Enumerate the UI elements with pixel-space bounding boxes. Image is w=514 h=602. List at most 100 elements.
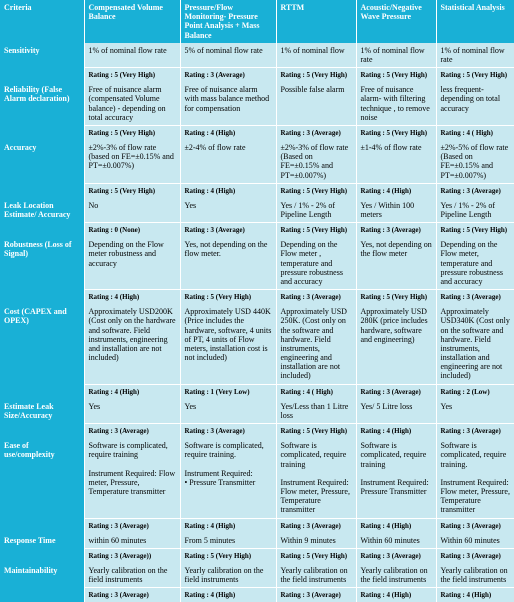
rating-cell: Rating : 0 (None) (84, 223, 180, 238)
value-cell: Approximately USD 250K. (Cost only on th… (276, 304, 356, 384)
column-header: Statistical Analysis (436, 0, 514, 43)
value-cell: Software is complicated, require trainin… (84, 438, 180, 518)
value-cell: Within 9 minutes (276, 533, 356, 549)
rating-cell: Rating : 4 ( High) (436, 125, 514, 140)
rating-cell: Rating : 4 (High) (180, 183, 276, 198)
column-header: RTTM (276, 0, 356, 43)
rating-cell: Rating : 3 (Average) (276, 588, 356, 602)
value-cell: Free of nuisance alarm with mass balance… (180, 82, 276, 125)
rating-cell: Rating : 5 (Very High) (436, 223, 514, 238)
value-cell: Approximately USD 280K (price includes h… (356, 304, 436, 384)
value-cell: 1% of nominal flow rate (84, 43, 180, 68)
rating-cell: Rating : 5 (Very High) (180, 548, 276, 563)
value-cell: Yearly calibration on the field instrume… (84, 563, 180, 588)
value-cell: Approximately USD340K (Cost only on the … (436, 304, 514, 384)
rating-cell: Rating : 5 (Very High) (276, 183, 356, 198)
value-cell: 1% of nominal flow rate (356, 43, 436, 68)
criteria-cell: Cost (CAPEX and OPEX) (0, 304, 84, 399)
value-cell: Software is complicated, require trainin… (436, 438, 514, 518)
criteria-cell: Ease of use/complexity (0, 438, 84, 533)
rating-cell: Rating : 3 (Average) (436, 183, 514, 198)
value-cell: Yes (84, 399, 180, 424)
rating-cell: Rating : 4 (High) (356, 518, 436, 533)
criteria-cell: Leak Location Estimate/ Accuracy (0, 198, 84, 237)
rating-cell: Rating : 3 (Average) (356, 223, 436, 238)
rating-cell: Rating : 4 (High) (180, 125, 276, 140)
rating-cell: Rating : 3 (Average) (84, 424, 180, 439)
rating-cell: Rating : 5 (Very High) (356, 125, 436, 140)
value-cell: ±2%-5% of flow rate (Based on FE=±0.15% … (436, 140, 514, 183)
criteria-cell: Maintainability (0, 563, 84, 602)
value-cell: Yes, not depending on the flow meter. (180, 237, 276, 289)
value-cell: 1% of nominal flow rate (436, 43, 514, 68)
rating-cell: Rating : 4 (High) (436, 588, 514, 602)
value-cell: Depending on the Flow meter robustness a… (84, 237, 180, 289)
rating-cell: Rating : 3 (Average) (436, 290, 514, 305)
value-cell: From 5 minutes (180, 533, 276, 549)
rating-cell: Rating : 4 (High) (84, 384, 180, 399)
rating-cell: Rating : 5 (Very High) (276, 223, 356, 238)
criteria-cell: Sensitivity (0, 43, 84, 82)
value-cell: Software is complicated, require trainin… (276, 438, 356, 518)
value-cell: Approximately USD200K (Cost only on the … (84, 304, 180, 384)
value-cell: ±2%-3% of flow rate (Based on FE=±0.15% … (276, 140, 356, 183)
criteria-cell: Estimate Leak Size/Accuracy (0, 399, 84, 438)
rating-cell: Rating : 3 (Average) (436, 424, 514, 439)
value-cell: Yearly calibration on the field instrume… (180, 563, 276, 588)
criteria-cell: Response Time (0, 533, 84, 563)
value-cell: Free of nuisance alarm (compensated Volu… (84, 82, 180, 125)
value-cell: Yes (436, 399, 514, 424)
value-cell: Free of nuisance alarm- with filtering t… (356, 82, 436, 125)
value-cell: Yes/ 5 Litre loss (356, 399, 436, 424)
value-cell: within 60 minutes (84, 533, 180, 549)
rating-cell: Rating : 3 (Average)) (84, 548, 180, 563)
column-header: Pressure/Flow Monitoring- Pressure Point… (180, 0, 276, 43)
value-cell: Yearly calibration on the field instrume… (356, 563, 436, 588)
rating-cell: Rating : 3 (Average) (180, 68, 276, 83)
column-header: Acoustic/Negative Wave Pressure (356, 0, 436, 43)
rating-cell: Rating : 5 (Very High) (356, 290, 436, 305)
rating-cell: Rating : 4 (High) (180, 518, 276, 533)
value-cell: Possible false alarm (276, 82, 356, 125)
rating-cell: Rating : 3 (Average) (356, 384, 436, 399)
rating-cell: Rating : 4 (High) (356, 424, 436, 439)
rating-cell: Rating : 5 (Very High) (276, 424, 356, 439)
rating-cell: Rating : 3 (Average) (436, 518, 514, 533)
value-cell: Software is complicated, require trainin… (180, 438, 276, 518)
rating-cell: Rating : 4 (High) (356, 588, 436, 602)
value-cell: Approximately USD 440K (Price includes t… (180, 304, 276, 384)
value-cell: Yes, not depending on the flow meter (356, 237, 436, 289)
rating-cell: Rating : 4 (High) (180, 588, 276, 602)
value-cell: Yes / Within 100 meters (356, 198, 436, 223)
value-cell: Yes / 1% - 2% of Pipeline Length (436, 198, 514, 223)
value-cell: ±2-4% of flow rate (180, 140, 276, 183)
rating-cell: Rating : 5 (Very High) (84, 68, 180, 83)
criteria-cell: Robustness (Loss of Signal) (0, 237, 84, 304)
value-cell: ±1-4% of flow rate (356, 140, 436, 183)
value-cell: Yes / 1% - 2% of Pipeline Length (276, 198, 356, 223)
value-cell: Within 60 minutes (436, 533, 514, 549)
rating-cell: Rating : 5 (Very High) (436, 68, 514, 83)
rating-cell: Rating : 4 (High) (84, 290, 180, 305)
value-cell: Yes (180, 399, 276, 424)
rating-cell: Rating : 3 (Average) (276, 518, 356, 533)
value-cell: 1% of nominal flow (276, 43, 356, 68)
value-cell: less frequent- depending on total accura… (436, 82, 514, 125)
rating-cell: Rating : 3 (Average) (436, 548, 514, 563)
value-cell: ±2%-3% of flow rate (based on FE=±0.15% … (84, 140, 180, 183)
rating-cell: Rating : 1 (Very Low) (180, 384, 276, 399)
value-cell: Yearly calibration on the field instrume… (436, 563, 514, 588)
rating-cell: Rating : 3 (Average) (276, 125, 356, 140)
rating-cell: Rating : 5 (Very High) (276, 548, 356, 563)
rating-cell: Rating : 3 (Average) (276, 290, 356, 305)
value-cell: Depending on the Flow meter , temperatur… (276, 237, 356, 289)
value-cell: Yearly calibration on the field instrume… (276, 563, 356, 588)
rating-cell: Rating : 5 (Very High) (356, 68, 436, 83)
rating-cell: Rating : 3 (Average) (84, 588, 180, 602)
rating-cell: Rating : 5 (Very High) (84, 183, 180, 198)
rating-cell: Rating : 3 (Average) (180, 424, 276, 439)
rating-cell: Rating : 2 (Low) (436, 384, 514, 399)
rating-cell: Rating : 3 (Average) (180, 223, 276, 238)
value-cell: No (84, 198, 180, 223)
rating-cell: Rating : 5 (Very High) (180, 290, 276, 305)
